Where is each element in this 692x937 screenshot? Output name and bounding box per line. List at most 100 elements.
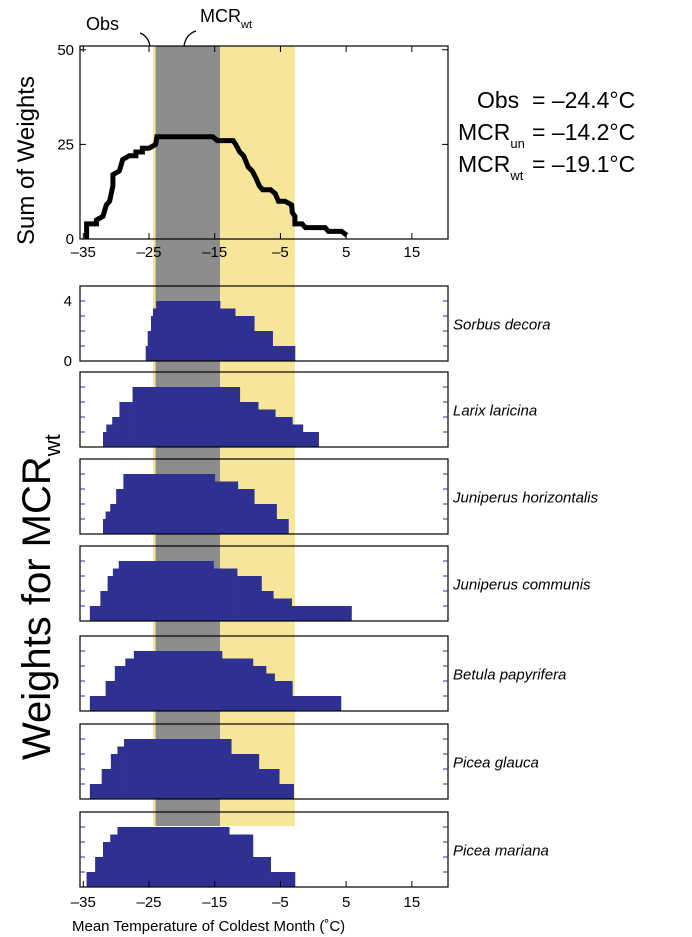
y-tick-label: 25 <box>57 136 74 153</box>
species-panel: Juniperus communis <box>79 545 591 622</box>
weight-bar <box>272 346 296 361</box>
weight-bar <box>214 481 239 534</box>
weight-bar <box>101 769 112 799</box>
y-axis-label: Sum of Weights <box>13 76 40 245</box>
bottom-x-tick-label: –35 <box>71 894 96 911</box>
mcr-wt-header-label: MCRwt <box>200 6 252 31</box>
species-panel: Picea mariana <box>79 811 549 888</box>
species-label: Picea glauca <box>453 755 539 772</box>
weight-bar <box>110 754 118 799</box>
weight-bar <box>100 591 108 621</box>
weight-bar <box>221 658 254 711</box>
weight-bar <box>235 316 255 361</box>
species-label: Larix laricina <box>453 403 537 420</box>
weight-bar <box>231 754 260 799</box>
panel-y-tick-label: 4 <box>64 293 72 310</box>
weight-bar <box>219 308 236 361</box>
weight-bar <box>265 673 275 711</box>
weight-bar <box>133 651 223 711</box>
stat-obs-value: = –24.4°C <box>532 87 635 113</box>
weight-bar <box>145 346 149 361</box>
stat-mcr-wt-name: MCRwt <box>458 151 524 183</box>
x-tick-label: –15 <box>202 244 227 261</box>
x-tick-label: –25 <box>136 244 161 261</box>
species-label: Sorbus decora <box>453 317 551 334</box>
weight-bar <box>252 666 267 711</box>
weight-bar <box>150 316 154 361</box>
bottom-x-tick-label: –15 <box>202 894 227 911</box>
weight-bar <box>123 474 216 534</box>
x-tick-label: 5 <box>342 244 350 261</box>
weight-bar <box>119 402 133 447</box>
panel-frame <box>79 811 449 888</box>
weight-bar <box>105 511 111 534</box>
species-label: Juniperus communis <box>452 577 591 594</box>
weight-bar <box>107 576 114 621</box>
weight-bar <box>292 424 304 447</box>
weight-bar <box>110 504 117 534</box>
weight-bar <box>110 834 118 887</box>
sum-of-weights-line <box>84 134 349 239</box>
stats-block: Obs = –24.4°C MCRun = –14.2°C MCRwt = –1… <box>458 87 635 183</box>
weight-bar <box>147 331 152 361</box>
stat-mcr-un-name: MCRun <box>458 119 525 151</box>
sum-of-weights-panel: 0 25 50 –35 –25 –15 –5 5 15 Sum of Weights <box>13 42 449 261</box>
weight-bar <box>118 561 214 621</box>
weight-bar <box>117 746 125 799</box>
weight-bar <box>156 301 217 361</box>
x-tick-label: 15 <box>404 244 421 261</box>
weight-bar <box>89 696 107 711</box>
panel-frame <box>79 371 449 448</box>
weight-bar <box>124 739 232 799</box>
weight-bar <box>229 834 254 887</box>
species-panel: 0 4 Sorbus decora <box>64 285 551 370</box>
species-label: Picea mariana <box>453 843 549 860</box>
weight-bar <box>103 519 107 534</box>
weight-bar <box>237 576 262 621</box>
weight-bar <box>274 681 293 711</box>
panel-frame <box>79 285 449 362</box>
weight-bar <box>106 424 113 447</box>
bottom-x-tick-label: –25 <box>136 894 161 911</box>
weights-axis-label: Weights for MCRwt <box>15 434 65 760</box>
weight-bar <box>216 301 221 361</box>
species-label: Juniperus horizontalis <box>452 490 599 507</box>
weight-bar <box>125 658 135 711</box>
weight-bar <box>252 857 271 887</box>
bottom-x-tick-label: 5 <box>342 894 350 911</box>
obs-header-label: Obs <box>86 14 119 34</box>
weight-bar <box>254 504 277 534</box>
weight-bar <box>237 489 255 534</box>
weight-bar <box>103 432 107 447</box>
x-axis-title: Mean Temperature of Coldest Month (˚C) <box>72 918 345 935</box>
weight-bar <box>254 331 273 361</box>
weight-bar <box>212 387 241 447</box>
mcr-wt-leader-line <box>183 30 197 47</box>
species-panel: Larix laricina <box>79 371 537 448</box>
bottom-x-tick-label: –5 <box>272 894 289 911</box>
stat-obs-name: Obs <box>477 87 519 113</box>
weight-bar <box>103 842 111 887</box>
weight-bar <box>132 387 214 447</box>
weight-bar <box>275 417 293 447</box>
weight-bar <box>117 827 230 887</box>
weight-bar <box>86 872 96 887</box>
weight-bar <box>270 872 296 887</box>
panel-frame <box>79 458 449 535</box>
weight-bar <box>276 519 289 534</box>
obs-leader-line <box>139 32 151 47</box>
weight-bar <box>213 568 238 621</box>
weight-bar <box>116 489 124 534</box>
species-panel: Juniperus horizontalis <box>79 458 599 535</box>
panel-frame <box>79 545 449 622</box>
weight-bar <box>292 696 342 711</box>
weight-bar <box>105 681 116 711</box>
band-header-labels: Obs MCRwt <box>86 6 252 47</box>
weight-bar <box>89 784 103 799</box>
weight-bar <box>279 784 294 799</box>
y-tick-label: 50 <box>57 42 74 59</box>
weight-bar <box>273 598 292 621</box>
stat-mcr-wt-value: = –19.1°C <box>532 151 635 177</box>
species-label: Betula papyrifera <box>453 667 566 684</box>
